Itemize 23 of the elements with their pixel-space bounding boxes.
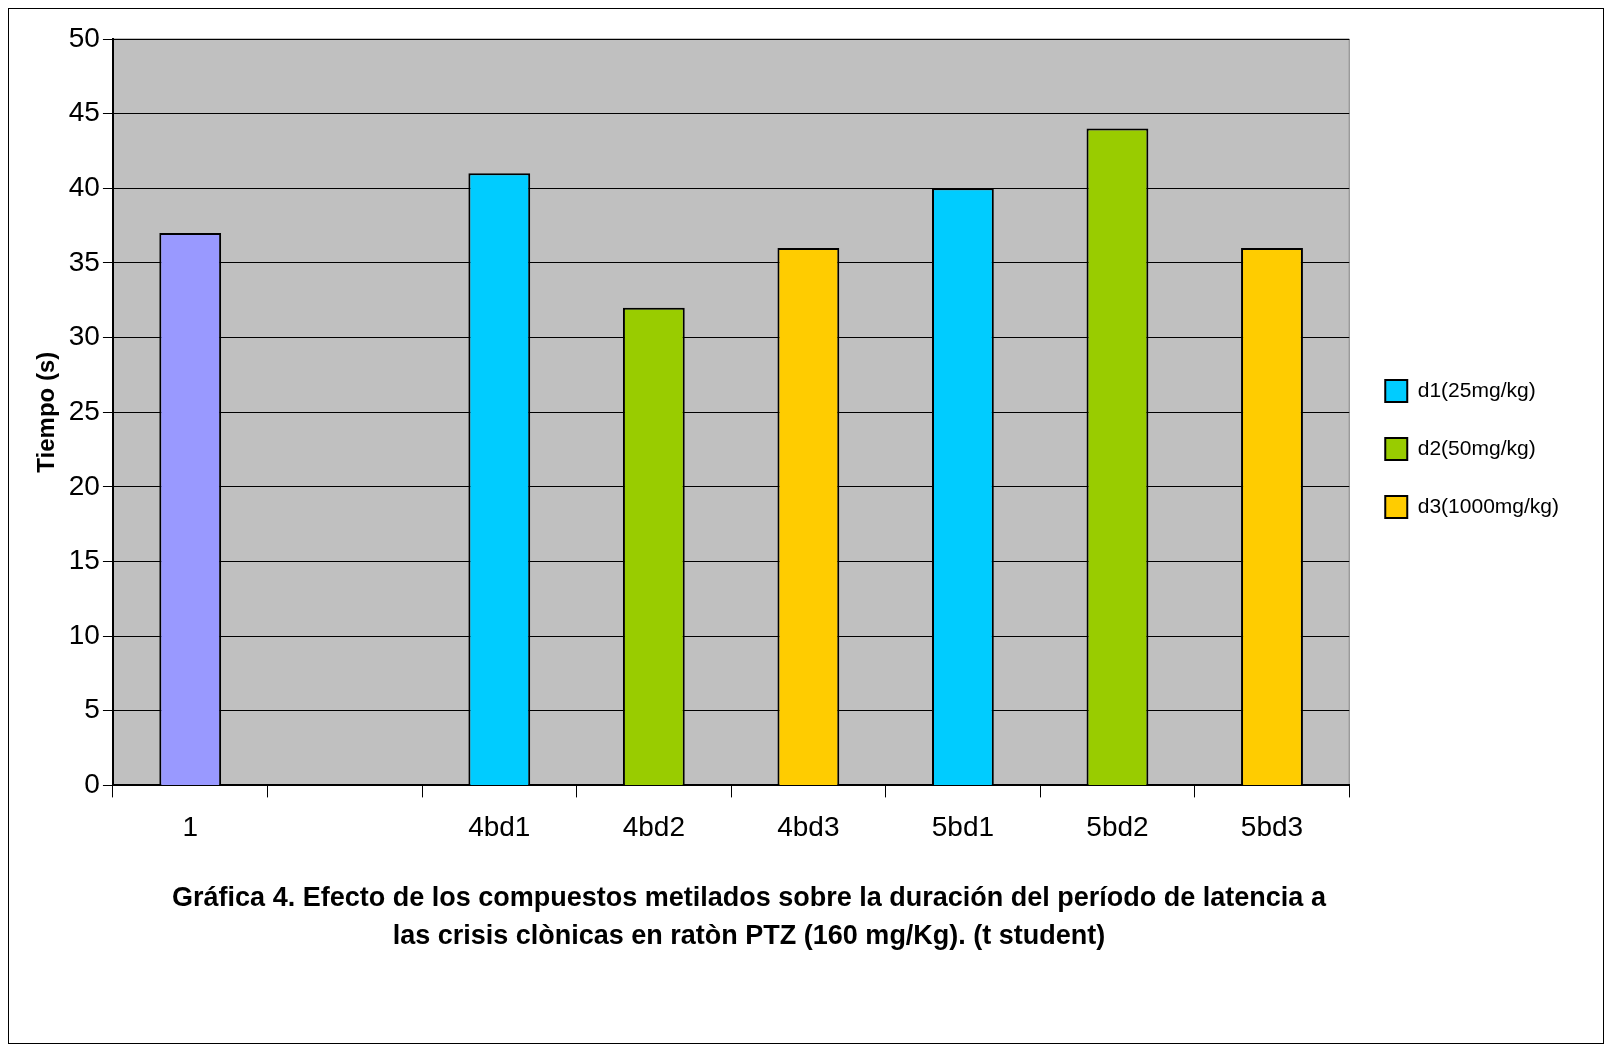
legend-label: d2(50mg/kg) xyxy=(1417,435,1536,459)
legend-label: d3(1000mg/kg) xyxy=(1417,493,1559,517)
x-tick-label: 5bd1 xyxy=(931,810,995,842)
x-tick-label: 4bd2 xyxy=(622,810,685,842)
y-tick-label: 25 xyxy=(68,394,100,426)
y-tick-label: 40 xyxy=(68,171,100,202)
y-tick-label: 45 xyxy=(68,96,100,128)
y-tick-label: 10 xyxy=(68,618,100,650)
x-tick-label: 5bd3 xyxy=(1240,810,1304,842)
y-tick-label: 30 xyxy=(68,320,100,352)
legend-label: d1(25mg/kg) xyxy=(1417,377,1536,401)
y-tick-label: 5 xyxy=(84,693,100,725)
y-tick-label: 0 xyxy=(84,768,100,800)
x-tick-label: 5bd2 xyxy=(1086,810,1149,842)
y-axis-title: Tiempo (s) xyxy=(32,351,60,473)
y-tick-label: 15 xyxy=(68,544,100,576)
x-tick-label: 1 xyxy=(182,810,198,842)
y-tick-label: 35 xyxy=(68,245,100,277)
text: Gráfica 4. Efecto de los compuestos metilados sobre la duración del período de latencia a las crisis clònicas en ratòn PTZ (160 mg/Kg). (t student) xyxy=(171,881,1328,952)
x-tick-label: 4bd1 xyxy=(468,810,531,842)
y-tick-label: 50 xyxy=(68,21,100,53)
x-tick-label: 4bd3 xyxy=(777,810,840,842)
y-tick-label: 20 xyxy=(68,469,100,501)
